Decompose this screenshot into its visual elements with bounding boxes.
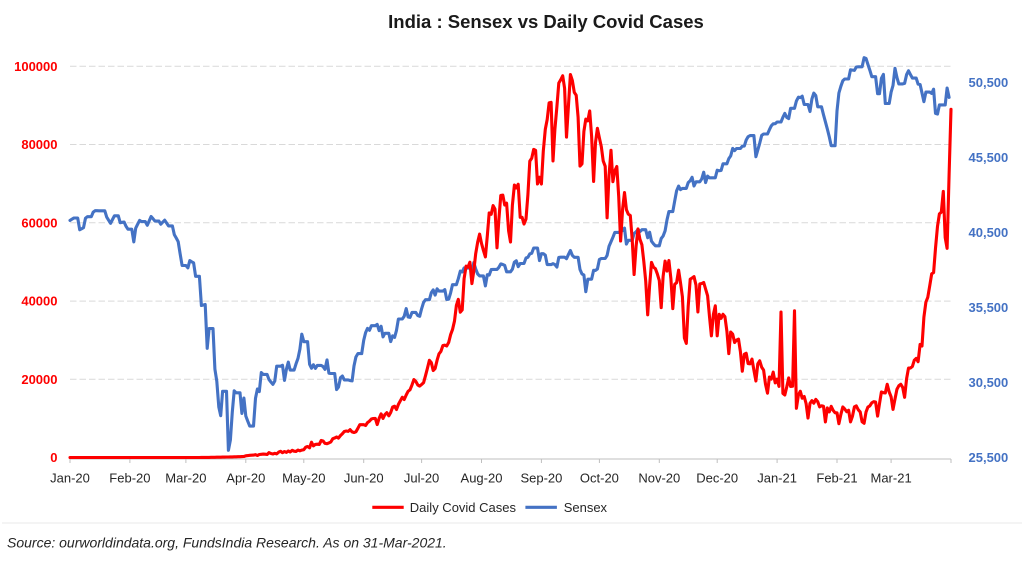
svg-text:40000: 40000 [21, 294, 57, 309]
svg-text:80000: 80000 [21, 137, 57, 152]
svg-text:India : Sensex vs Daily Covid: India : Sensex vs Daily Covid Cases [388, 11, 704, 32]
svg-text:Dec-20: Dec-20 [696, 471, 738, 486]
svg-text:Feb-21: Feb-21 [816, 471, 857, 486]
svg-text:Feb-20: Feb-20 [109, 471, 150, 486]
svg-text:Sensex: Sensex [564, 500, 608, 515]
svg-text:20000: 20000 [21, 372, 57, 387]
svg-text:Mar-20: Mar-20 [165, 471, 206, 486]
svg-text:Daily Covid Cases: Daily Covid Cases [410, 500, 517, 515]
svg-text:25,500: 25,500 [969, 450, 1009, 465]
svg-text:Mar-21: Mar-21 [871, 471, 912, 486]
svg-text:Oct-20: Oct-20 [580, 471, 619, 486]
svg-text:Aug-20: Aug-20 [461, 471, 503, 486]
svg-text:Nov-20: Nov-20 [638, 471, 680, 486]
svg-text:May-20: May-20 [282, 471, 325, 486]
svg-text:Jul-20: Jul-20 [404, 471, 439, 486]
svg-text:Apr-20: Apr-20 [226, 471, 265, 486]
svg-text:Jun-20: Jun-20 [344, 471, 384, 486]
svg-text:60000: 60000 [21, 215, 57, 230]
svg-text:0: 0 [50, 450, 57, 465]
svg-text:Jan-20: Jan-20 [50, 471, 90, 486]
svg-text:50,500: 50,500 [969, 75, 1009, 90]
svg-text:Source: ourworldindata.org, Fu: Source: ourworldindata.org, FundsIndia R… [7, 535, 447, 551]
svg-text:45,500: 45,500 [969, 150, 1009, 165]
svg-text:Jan-21: Jan-21 [757, 471, 797, 486]
svg-text:30,500: 30,500 [969, 375, 1009, 390]
svg-text:Sep-20: Sep-20 [520, 471, 562, 486]
svg-text:40,500: 40,500 [969, 225, 1009, 240]
svg-text:35,500: 35,500 [969, 300, 1009, 315]
svg-text:100000: 100000 [14, 59, 57, 74]
